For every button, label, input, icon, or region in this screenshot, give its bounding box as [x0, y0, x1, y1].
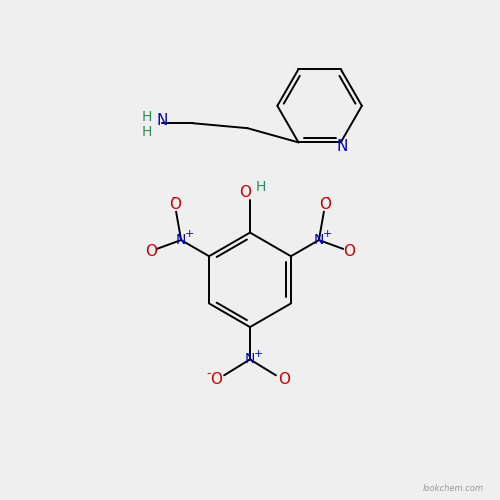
Text: N: N: [156, 112, 168, 128]
Text: -: -: [206, 367, 210, 380]
Text: O: O: [278, 372, 290, 387]
Text: +: +: [322, 229, 332, 239]
Text: +: +: [254, 350, 264, 360]
Text: H: H: [142, 125, 152, 139]
Text: N: N: [336, 139, 348, 154]
Text: -: -: [172, 192, 176, 204]
Text: O: O: [144, 244, 156, 258]
Text: H: H: [142, 110, 152, 124]
Text: O: O: [210, 372, 222, 387]
Text: N: N: [314, 233, 324, 247]
Text: lookchem.com: lookchem.com: [422, 484, 484, 492]
Text: O: O: [344, 244, 355, 258]
Text: N: N: [245, 352, 255, 366]
Text: O: O: [169, 198, 181, 212]
Text: H: H: [256, 180, 266, 194]
Text: N: N: [176, 233, 186, 247]
Text: O: O: [239, 185, 251, 200]
Text: -: -: [324, 192, 328, 204]
Text: O: O: [319, 198, 331, 212]
Text: +: +: [185, 229, 194, 239]
